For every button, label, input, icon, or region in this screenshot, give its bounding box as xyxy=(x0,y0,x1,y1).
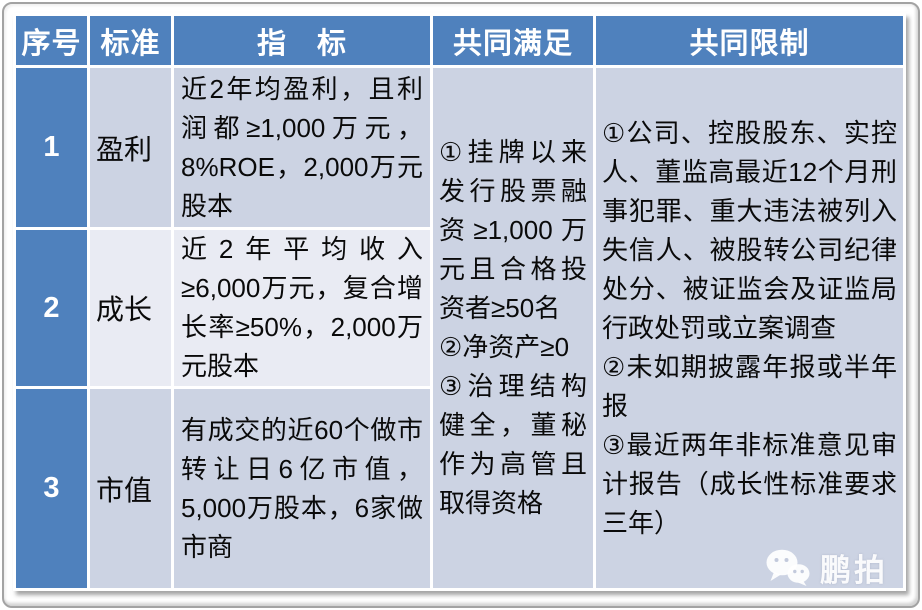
standard-cell: 成长 xyxy=(87,227,174,389)
satisfy-item-3: ③治理结构健全，董秘作为高管且取得资格 xyxy=(439,371,587,518)
restrict-item-2: ②未如期披露年报或半年报 xyxy=(602,351,897,421)
watermark-label: 鹏拍 xyxy=(820,553,888,588)
row-number-cell: 3 xyxy=(13,386,90,591)
table-row-growth: 2 成长 近2年平均收入≥6,000万元，复合增长率≥50%，2,000万元股本 xyxy=(13,227,905,389)
header-common-restrict: 共同限制 xyxy=(593,13,906,68)
restrict-item-1: ①公司、控股股东、实控人、董监高最近12个月刑事犯罪、重大违法被列入失信人、被股… xyxy=(602,117,897,343)
indicator-cell: 有成交的近60个做市转让日6亿市值，5,000万股本，6家做市商 xyxy=(171,386,433,591)
satisfy-item-1: ①挂牌以来发行股票融资≥1,000万元且合格投资者≥50名 xyxy=(439,137,587,323)
standard-cell: 盈利 xyxy=(87,65,174,230)
satisfy-item-2: ②净资产≥0 xyxy=(439,332,570,362)
indicator-cell: 近2年均盈利，且利润都≥1,000万元，8%ROE，2,000万元股本 xyxy=(171,65,433,230)
table-row-profit: 1 盈利 近2年均盈利，且利润都≥1,000万元，8%ROE，2,000万元股本… xyxy=(13,65,906,591)
indicator-cell: 近2年平均收入≥6,000万元，复合增长率≥50%，2,000万元股本 xyxy=(171,227,433,389)
restrict-item-3: ③最近两年非标准意见审计报告（成长性标准要求三年） xyxy=(602,429,897,538)
common-satisfy-cell: ①挂牌以来发行股票融资≥1,000万元且合格投资者≥50名 ②净资产≥0 ③治理… xyxy=(430,65,596,591)
header-row: 序号 标准 指 标 共同满足 共同限制 xyxy=(13,13,906,68)
row-number-cell: 1 xyxy=(13,65,90,230)
watermark: 鹏拍 xyxy=(765,545,888,590)
standard-cell: 市值 xyxy=(87,386,174,591)
header-seq: 序号 xyxy=(13,13,90,68)
common-restrict-cell: ①公司、控股股东、实控人、董监高最近12个月刑事犯罪、重大违法被列入失信人、被股… xyxy=(593,65,906,591)
header-common-satisfy: 共同满足 xyxy=(430,13,596,68)
table-row-marketcap: 3 市值 有成交的近60个做市转让日6亿市值，5,000万股本，6家做市商 xyxy=(13,386,905,591)
header-indicator: 指 标 xyxy=(171,13,433,68)
row-number-cell: 2 xyxy=(13,227,90,389)
wechat-icon xyxy=(765,549,811,587)
header-standard: 标准 xyxy=(87,13,174,68)
listing-criteria-table: 序号 标准 指 标 共同满足 共同限制 1 盈利 近2年均盈利，且利润都≥1,0… xyxy=(13,13,906,591)
